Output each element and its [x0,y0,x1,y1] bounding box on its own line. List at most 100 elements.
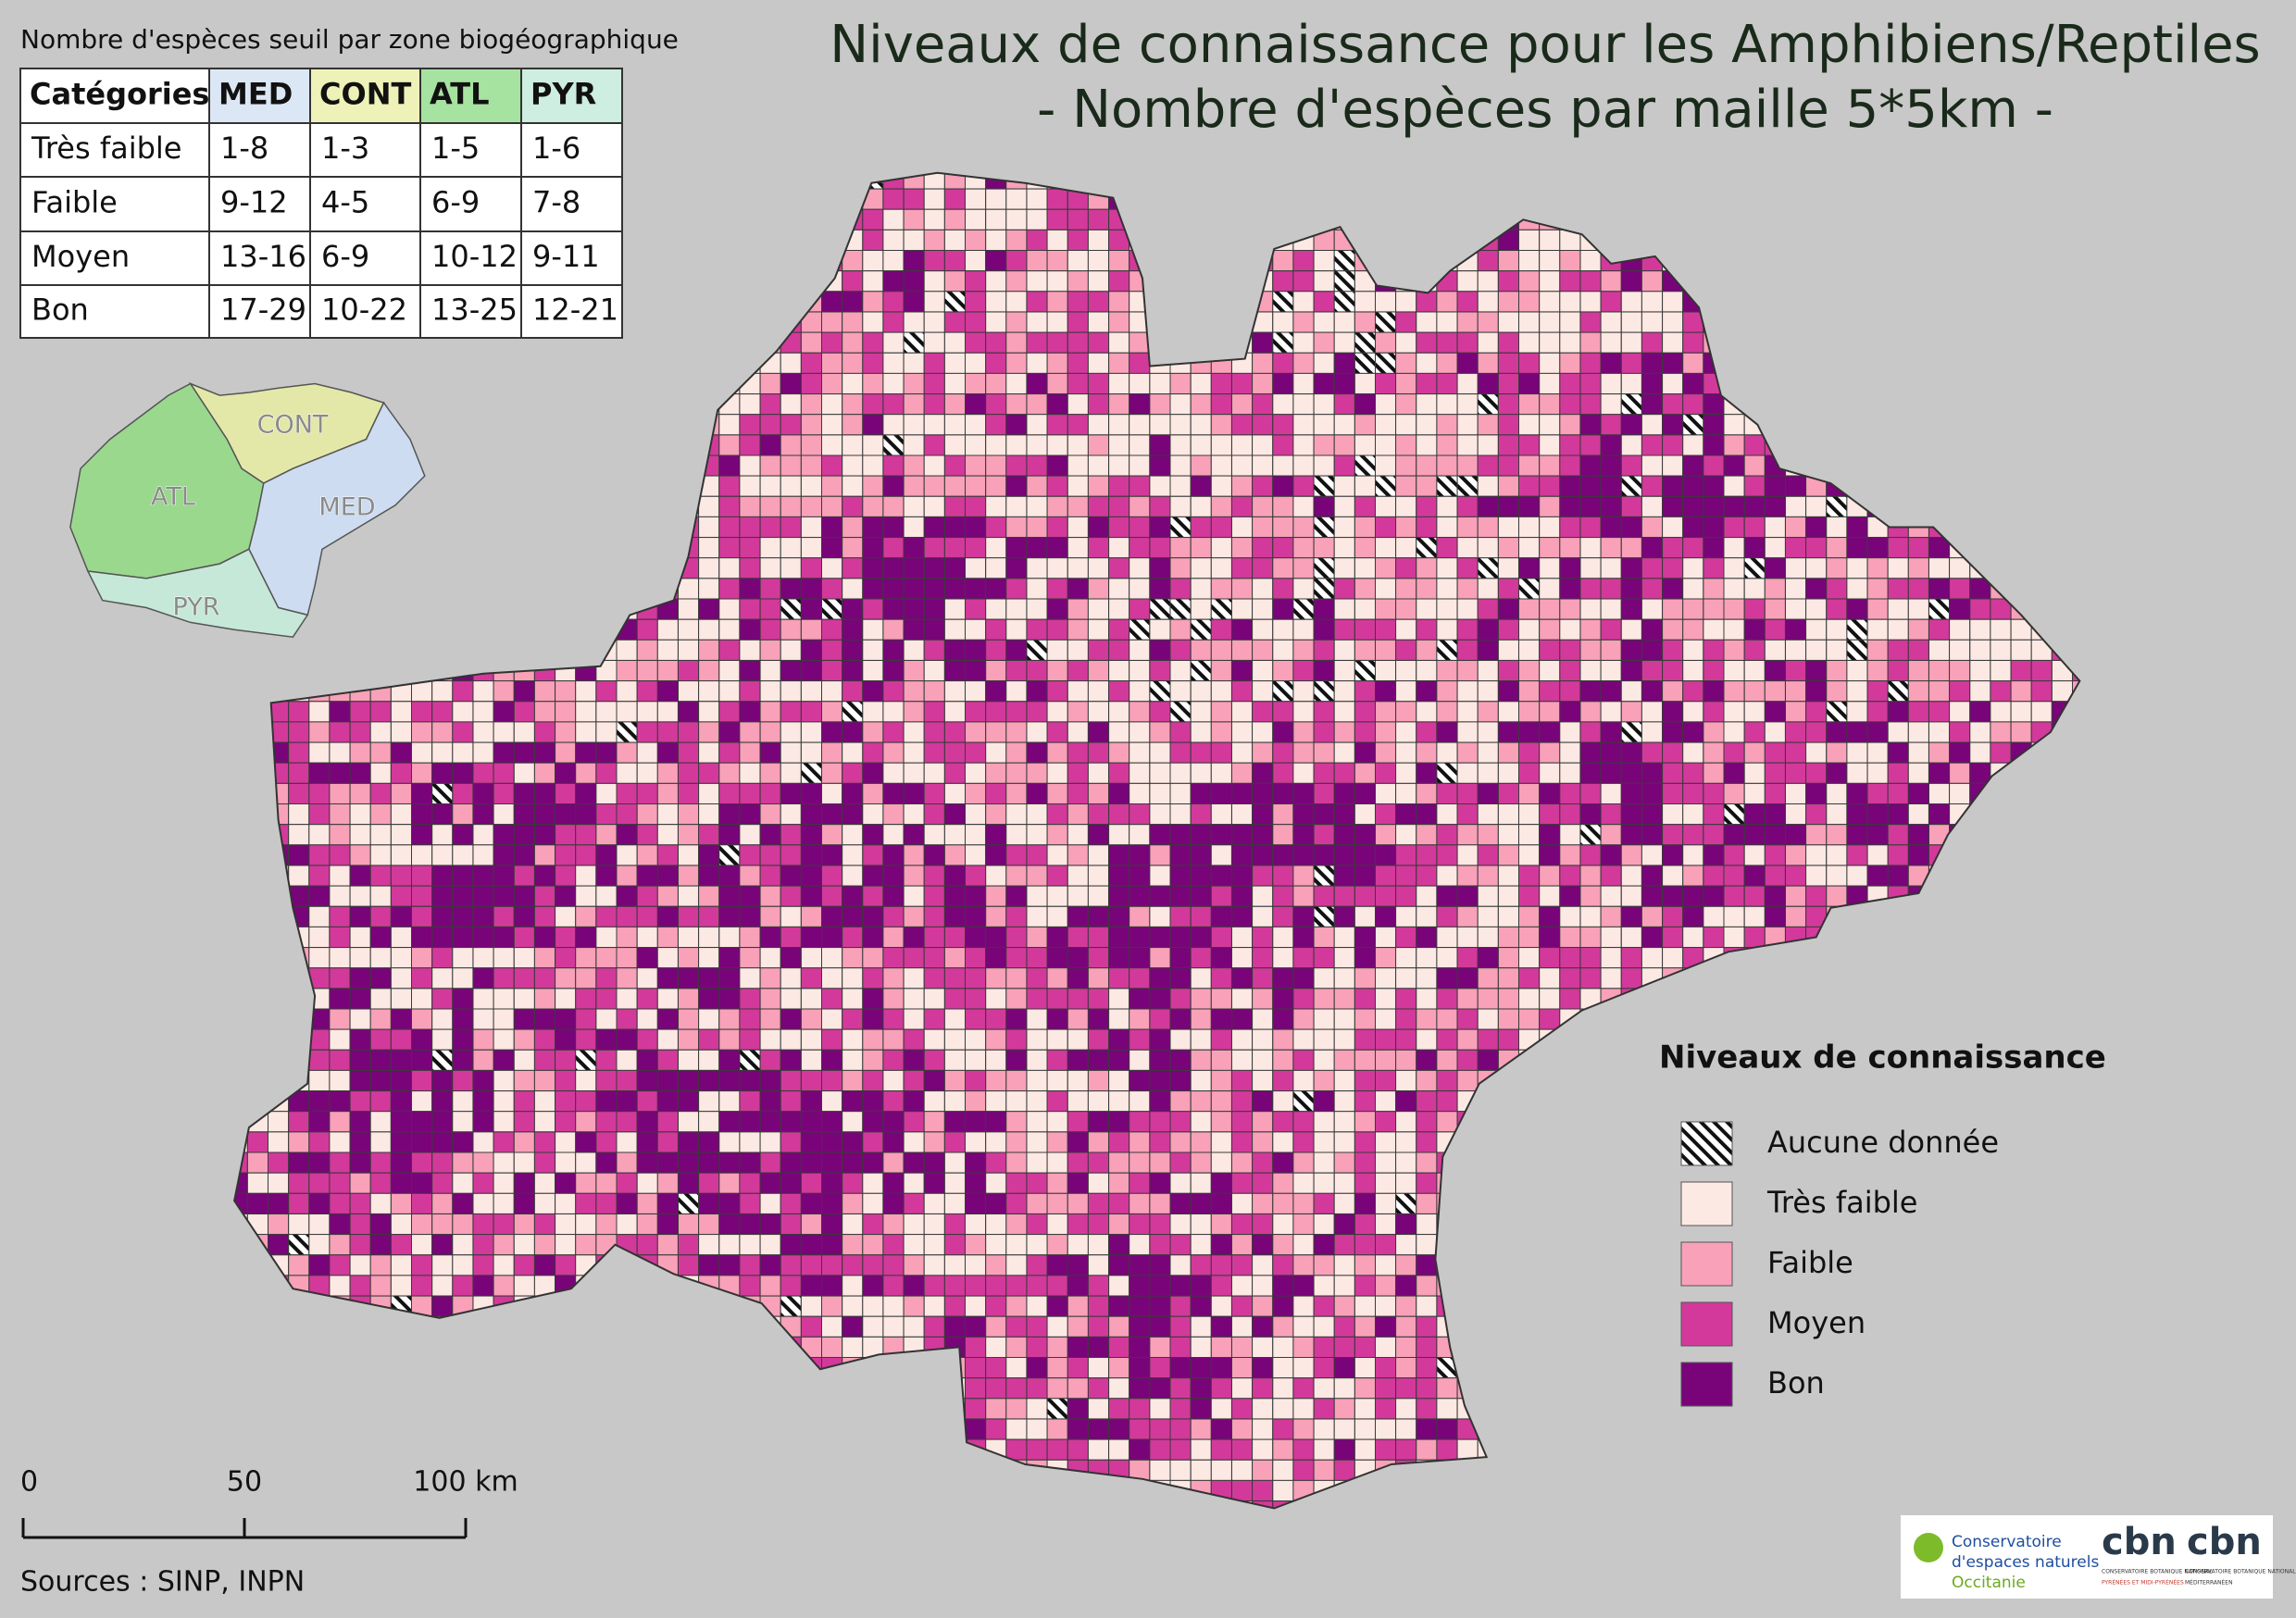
grid-cell [616,782,638,805]
grid-cell [1169,701,1192,723]
grid-cell [1743,516,1766,539]
grid-cell [1375,988,1397,1010]
grid-cell [882,1172,905,1194]
grid-cell [1067,905,1089,927]
grid-cell [575,988,597,1010]
grid-cell [575,905,597,927]
grid-cell [1416,865,1438,887]
grid-cell [616,1028,638,1051]
grid-cell [1662,537,1684,559]
grid-cell [1682,618,1704,641]
grid-cell [1210,1008,1232,1030]
grid-cell [1743,782,1766,805]
grid-cell [965,1069,987,1092]
grid-cell [1764,762,1786,784]
grid-cell [1169,578,1192,600]
grid-cell [1559,475,1581,497]
grid-cell [1662,803,1684,826]
grid-cell [985,208,1007,230]
grid-cell [1395,1254,1417,1276]
grid-cell [533,1234,556,1256]
grid-cell [1497,701,1520,723]
grid-cell [1477,680,1499,703]
grid-cell [1210,1234,1232,1256]
grid-cell [1087,372,1110,394]
grid-cell [1087,782,1110,805]
grid-cell [1949,680,1971,703]
grid-cell [1477,741,1499,764]
grid-cell [1169,1028,1192,1051]
grid-cell [1333,844,1355,866]
grid-cell [1826,537,1848,559]
grid-cell [616,905,638,927]
grid-cell [718,537,741,559]
grid-cell [985,865,1007,887]
grid-cell [472,905,494,927]
grid-cell [1005,475,1028,497]
grid-cell [575,1090,597,1113]
grid-cell [1846,660,1868,682]
grid-cell [329,1090,351,1113]
grid-cell [1559,639,1581,661]
grid-cell [1826,578,1848,600]
grid-cell [1231,454,1254,477]
grid-cell [1067,1090,1089,1113]
grid-cell [1067,537,1089,559]
grid-cell [943,208,967,230]
grid-cell [1497,721,1520,743]
grid-cell [678,1151,700,1174]
grid-cell [452,1172,474,1194]
grid-cell [1292,270,1315,292]
grid-cell [1949,782,1971,805]
grid-cell [1190,1151,1212,1174]
grid-cell [1518,721,1541,743]
grid-cell [1292,741,1315,764]
grid-cell [1375,1069,1397,1092]
grid-cell [821,741,843,764]
grid-cell [1866,865,1889,887]
grid-cell [1087,762,1110,784]
grid-cell [739,537,761,559]
grid-cell [1005,1008,1028,1030]
grid-cell [1046,1254,1068,1276]
grid-cell [1600,475,1622,497]
grid-cell [1416,516,1438,539]
grid-cell [656,782,679,805]
grid-cell [1764,516,1786,539]
grid-cell [698,947,720,969]
grid-cell [1210,618,1232,641]
grid-cell [1600,331,1622,354]
grid-cell [1169,516,1192,539]
grid-cell [1354,352,1377,374]
grid-cell [1252,701,1274,723]
grid-cell [800,516,823,539]
grid-cell [1190,721,1212,743]
grid-cell [1969,701,1991,723]
grid-cell [1662,721,1684,743]
grid-cell [1210,537,1232,559]
grid-cell [678,1254,700,1276]
grid-cell [1067,1151,1089,1174]
grid-cell [1046,741,1068,764]
grid-cell [1539,331,1561,354]
grid-cell [1190,618,1212,641]
grid-cell [1456,331,1479,354]
grid-cell [759,660,781,682]
grid-cell [943,454,967,477]
grid-cell [575,1172,597,1194]
grid-cell [1005,660,1028,682]
grid-cell [1231,475,1254,497]
grid-cell [1005,741,1028,764]
grid-cell [1067,1214,1089,1236]
grid-cell [965,393,987,416]
grid-cell [1272,1111,1294,1133]
grid-cell [1252,926,1274,949]
grid-cell [882,1214,905,1236]
grid-cell [1313,721,1335,743]
grid-cell [923,537,945,559]
grid-cell [842,926,864,949]
grid-cell [1375,1008,1397,1030]
grid-cell [1805,803,1828,826]
grid-cell [1703,701,1725,723]
grid-cell [1600,557,1622,579]
